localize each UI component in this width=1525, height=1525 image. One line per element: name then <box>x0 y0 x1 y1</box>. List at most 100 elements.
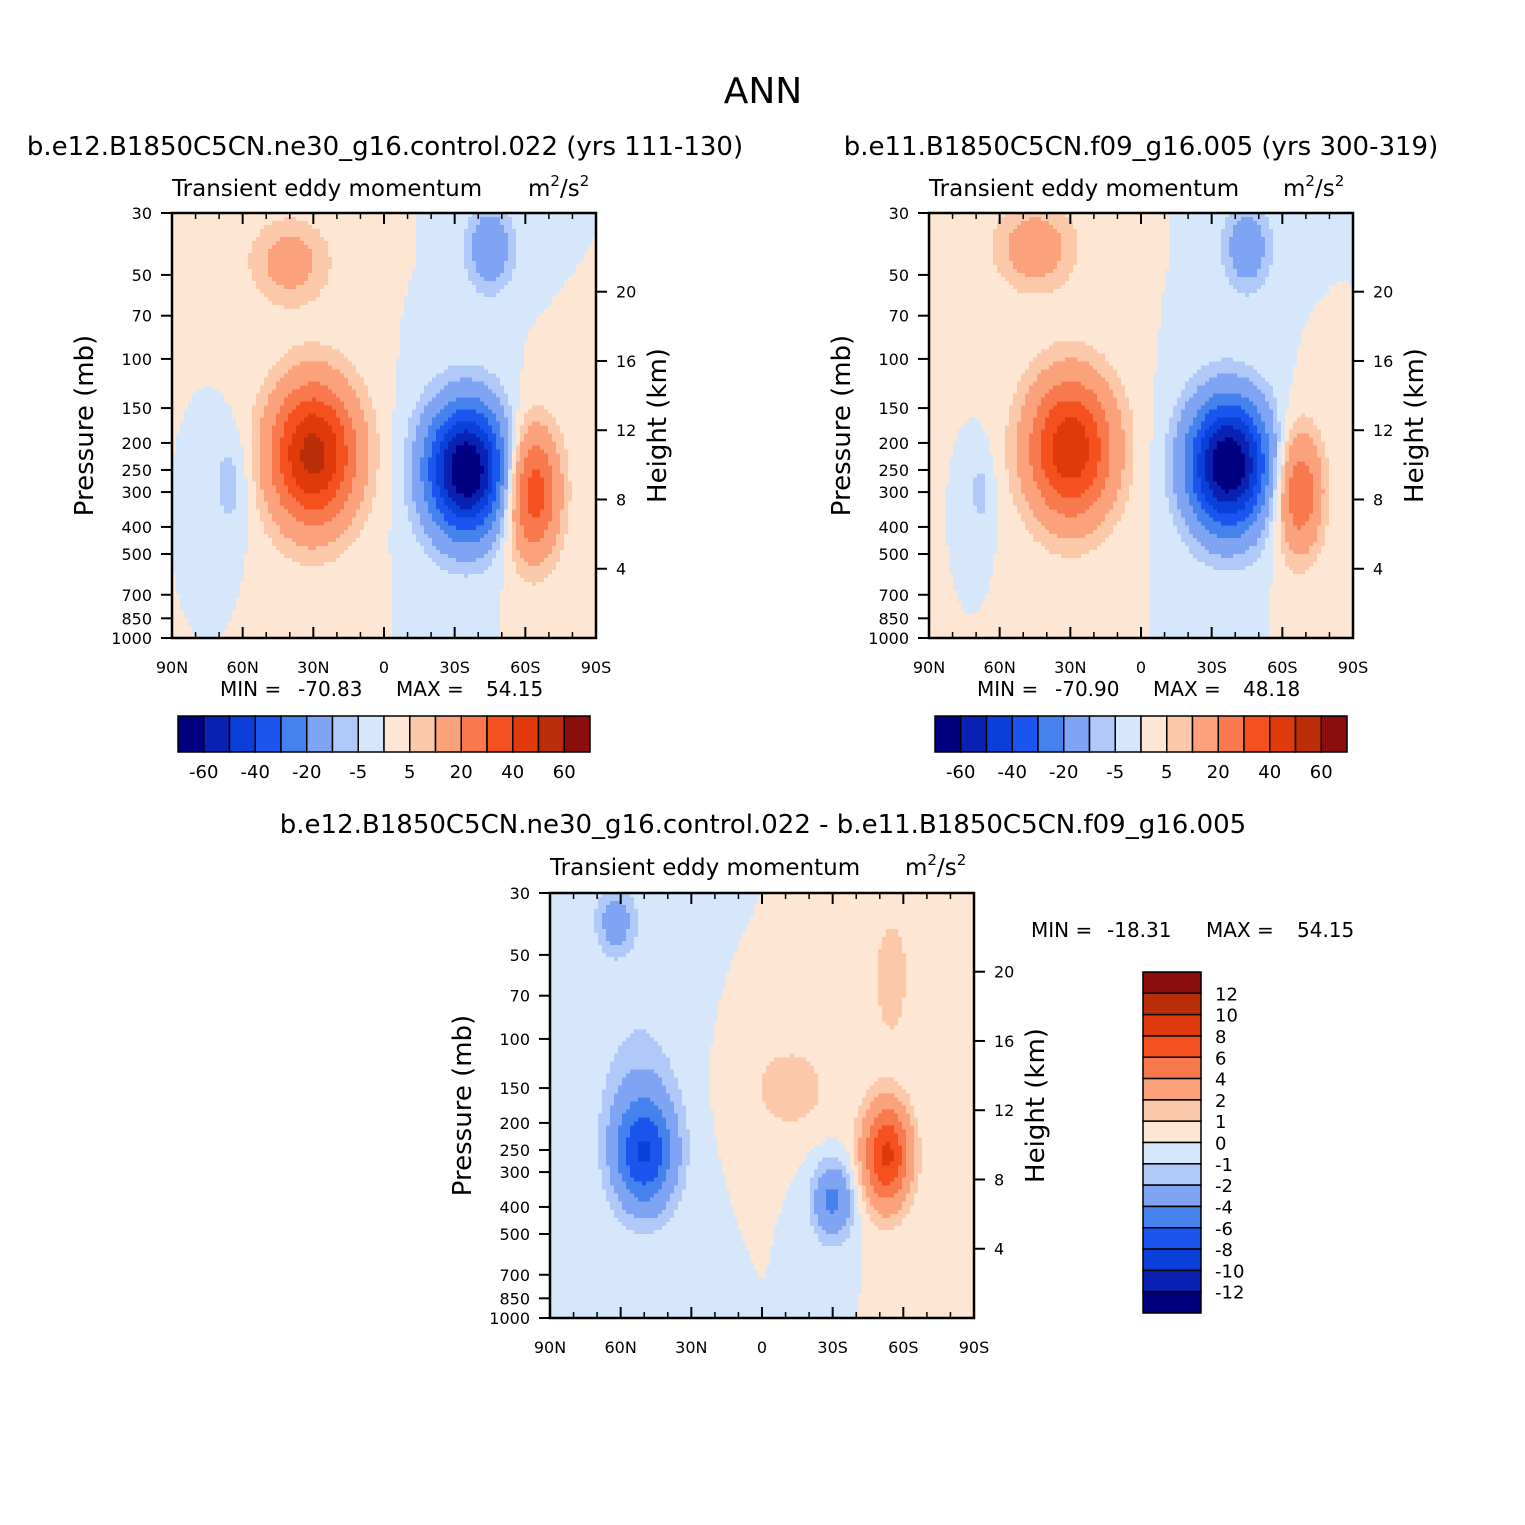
contour-cell <box>332 353 337 358</box>
contour-cell <box>484 345 489 350</box>
contour-cell <box>436 337 441 342</box>
contour-cell <box>216 273 221 278</box>
contour-cell <box>336 369 341 374</box>
contour-cell <box>500 333 505 338</box>
contour-cell <box>524 301 529 306</box>
contour-cell <box>464 289 469 294</box>
contour-cell <box>240 305 245 310</box>
contour-cell <box>552 253 557 258</box>
contour-cell <box>392 317 397 322</box>
contour-cell <box>548 265 553 270</box>
contour-cell <box>308 321 313 326</box>
contour-cell <box>172 257 177 262</box>
contour-cell <box>540 341 545 346</box>
contour-cell <box>176 293 181 298</box>
contour-cell <box>184 221 189 226</box>
contour-cell <box>184 309 189 314</box>
contour-cell <box>448 225 453 230</box>
contour-cell <box>520 229 525 234</box>
contour-cell <box>532 297 537 302</box>
contour-cell <box>504 297 509 302</box>
contour-cell <box>180 397 185 403</box>
contour-cell <box>532 305 537 310</box>
contour-cell <box>336 397 341 403</box>
contour-cell <box>416 381 421 387</box>
contour-cell <box>500 249 505 254</box>
contour-cell <box>320 353 325 358</box>
contour-cell <box>320 389 325 395</box>
contour-cell <box>572 341 577 346</box>
contour-cell <box>348 241 353 246</box>
contour-cell <box>500 341 505 346</box>
contour-cell <box>500 345 505 350</box>
contour-cell <box>424 329 429 334</box>
contour-cell <box>216 337 221 342</box>
contour-cell <box>408 293 413 298</box>
contour-cell <box>296 229 301 234</box>
contour-cell <box>180 401 185 407</box>
contour-cell <box>536 221 541 226</box>
contour-cell <box>420 229 425 234</box>
contour-cell <box>404 337 409 342</box>
contour-cell <box>236 321 241 326</box>
contour-cell <box>500 253 505 258</box>
contour-cell <box>568 277 573 282</box>
contour-cell <box>228 233 233 238</box>
contour-cell <box>548 385 553 391</box>
contour-cell <box>204 309 209 314</box>
contour-cell <box>444 345 449 350</box>
contour-cell <box>472 313 477 318</box>
contour-cell <box>372 349 377 354</box>
contour-cell <box>352 281 357 286</box>
contour-cell <box>240 333 245 338</box>
contour-cell <box>308 293 313 298</box>
contour-cell <box>272 341 277 346</box>
contour-cell <box>496 229 501 234</box>
contour-cell <box>320 361 325 366</box>
contour-cell <box>316 277 321 282</box>
contour-cell <box>500 329 505 334</box>
contour-cell <box>196 305 201 310</box>
contour-cell <box>304 241 309 246</box>
contour-cell <box>228 301 233 306</box>
contour-cell <box>500 385 505 391</box>
contour-cell <box>488 361 493 366</box>
contour-cell <box>480 389 485 395</box>
contour-cell <box>464 397 469 403</box>
contour-cell <box>492 293 497 298</box>
contour-cell <box>532 377 537 382</box>
contour-cell <box>324 261 329 266</box>
contour-cell <box>272 281 277 286</box>
contour-cell <box>244 365 249 370</box>
contour-cell <box>404 213 409 218</box>
contour-cell <box>320 313 325 318</box>
contour-cell <box>368 377 373 382</box>
contour-cell <box>412 241 417 246</box>
contour-cell <box>544 353 549 358</box>
contour-cell <box>220 357 225 362</box>
contour-cell <box>204 277 209 282</box>
contour-cell <box>572 309 577 314</box>
contour-cell <box>188 317 193 322</box>
contour-cell <box>232 301 237 306</box>
contour-cell <box>396 213 401 218</box>
contour-cell <box>476 381 481 387</box>
contour-cell <box>336 381 341 387</box>
contour-cell <box>412 289 417 294</box>
contour-cell <box>172 369 177 374</box>
contour-cell <box>328 325 333 330</box>
contour-cell <box>176 277 181 282</box>
contour-cell <box>380 313 385 318</box>
contour-cell <box>432 309 437 314</box>
contour-cell <box>388 341 393 346</box>
contour-cell <box>216 369 221 374</box>
contour-cell <box>564 397 569 403</box>
contour-cell <box>436 297 441 302</box>
contour-cell <box>580 277 585 282</box>
contour-cell <box>232 305 237 310</box>
contour-cell <box>356 381 361 387</box>
contour-cell <box>412 229 417 234</box>
contour-cell <box>372 241 377 246</box>
contour-cell <box>232 357 237 362</box>
